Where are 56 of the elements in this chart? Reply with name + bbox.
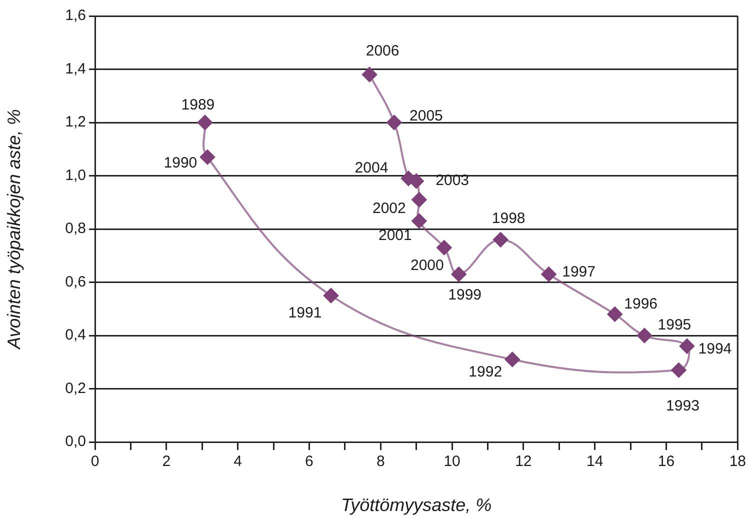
point <box>607 306 622 322</box>
x-tick-label: 10 <box>444 453 460 470</box>
annotation: 2000 <box>410 256 444 274</box>
point <box>324 288 338 304</box>
y-tick-label: 0,2 <box>65 380 86 397</box>
point <box>412 192 427 208</box>
x-tick-label: 0 <box>90 453 100 470</box>
annotation: 2004 <box>354 160 388 177</box>
annotation: 1998 <box>492 210 526 227</box>
annotation: 2002 <box>372 200 406 217</box>
point <box>200 150 215 165</box>
annotation: 2001 <box>378 227 412 244</box>
x-tick-label: 14 <box>586 453 604 470</box>
y-tick-label: 0,0 <box>65 433 86 450</box>
annotation: 2003 <box>436 172 470 190</box>
x-tick-label: 6 <box>305 453 314 470</box>
x-tick-label: 16 <box>658 453 675 470</box>
x-tick-label: 12 <box>515 453 532 470</box>
point <box>386 115 402 130</box>
point <box>400 170 416 186</box>
annotation: 2006 <box>366 42 400 60</box>
point <box>541 266 556 282</box>
annotation: 1991 <box>288 304 322 322</box>
x-tick-label: 2 <box>162 453 171 470</box>
y-tick-label: 1,2 <box>65 114 86 131</box>
annotation: 1995 <box>658 316 692 334</box>
x-axis-title: Työttömyysaste, % <box>340 495 492 516</box>
point <box>679 338 694 354</box>
x-tick-label: 8 <box>376 453 385 470</box>
point <box>493 232 508 248</box>
point <box>504 352 520 367</box>
point <box>362 67 378 82</box>
point <box>197 115 212 130</box>
y-tick-label: 0,4 <box>65 326 86 344</box>
y-tick-label: 1,6 <box>65 7 86 24</box>
y-tick-label: 1,0 <box>65 166 86 184</box>
point <box>436 240 452 256</box>
y-tick-label: 0,8 <box>65 220 86 238</box>
point <box>412 214 427 229</box>
annotation: 1989 <box>181 96 215 114</box>
y-tick-label: 1,4 <box>65 60 86 78</box>
annotation: 1993 <box>666 397 700 414</box>
annotation: 1990 <box>164 154 198 172</box>
x-tick-label: 4 <box>234 453 242 470</box>
annotation: 1996 <box>624 295 658 312</box>
annotation: 2005 <box>410 108 443 125</box>
y-axis-title: Avointen työpaikkojen aste, % <box>4 109 24 350</box>
annotation: 1997 <box>562 263 596 280</box>
point <box>451 266 466 282</box>
point <box>636 328 652 343</box>
point <box>671 362 686 378</box>
annotation: 1992 <box>468 364 502 381</box>
annotation: 1994 <box>698 340 732 358</box>
annotation: 1999 <box>448 286 482 304</box>
y-tick-label: 0,6 <box>65 273 86 290</box>
x-tick-label: 18 <box>729 453 746 470</box>
